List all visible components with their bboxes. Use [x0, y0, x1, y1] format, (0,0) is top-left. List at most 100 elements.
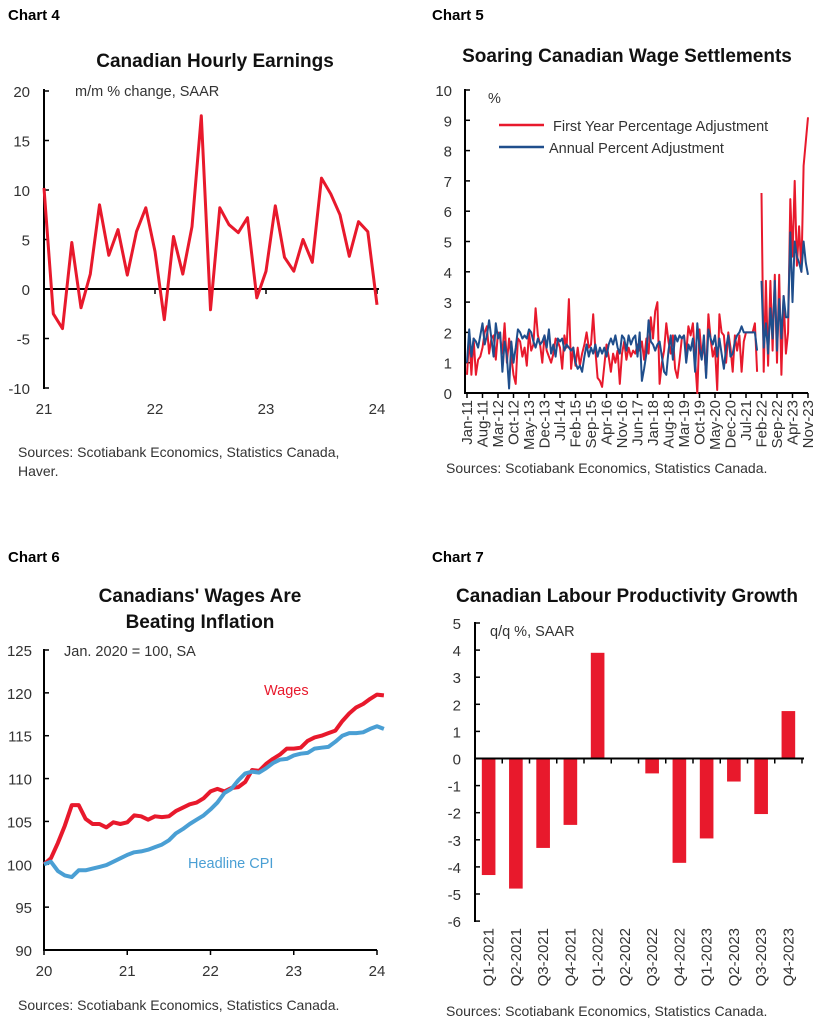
y-tick-label: 8: [444, 144, 452, 161]
x-tick-label: 22: [202, 963, 219, 980]
bar-q3-2023: [754, 758, 768, 815]
x-tick-label: Sep-22: [769, 400, 786, 448]
y-tick-label: 20: [13, 84, 30, 101]
chart-title: Beating Inflation: [126, 612, 275, 633]
x-tick-label: Jul-14: [552, 400, 569, 441]
x-tick-label: Q4-2023: [780, 928, 797, 986]
x-tick-label: Nov-16: [614, 400, 631, 448]
x-tick-label: 24: [369, 401, 386, 418]
y-tick-label: 6: [444, 204, 452, 221]
y-tick-label: 115: [8, 729, 32, 746]
bar-q4-2021: [563, 758, 578, 825]
y-tick-label: 3: [453, 670, 461, 687]
y-tick-label: 90: [15, 943, 32, 960]
x-tick-label: Jul-21: [738, 400, 755, 441]
series-line-hourly-earnings: [42, 114, 379, 331]
x-tick-label: Jan-11: [459, 400, 476, 445]
x-tick-label: Mar-19: [676, 400, 693, 448]
series-label-wages: Wages: [264, 683, 309, 699]
chart-title: Canadians' Wages Are: [99, 586, 302, 607]
x-tick-label: Q3-2021: [535, 928, 552, 986]
y-tick-label: 125: [7, 643, 32, 660]
series-label-headline-cpi: Headline CPI: [188, 856, 273, 872]
y-axis-unit: %: [488, 91, 501, 107]
bar-q4-2023: [781, 711, 796, 759]
y-tick-label: 4: [453, 643, 461, 660]
y-tick-label: 0: [22, 282, 30, 299]
chart-subtitle: q/q %, SAAR: [490, 624, 575, 640]
y-tick-label: -2: [448, 806, 461, 823]
chart-title: Canadian Hourly Earnings: [96, 51, 334, 72]
y-tick-label: 7: [444, 174, 452, 191]
chart-subtitle: Jan. 2020 = 100, SA: [64, 644, 196, 660]
y-tick-label: -1: [448, 779, 461, 796]
y-tick-label: 5: [453, 616, 461, 633]
x-tick-label: Q2-2021: [508, 928, 525, 986]
y-tick-label: 100: [7, 857, 32, 874]
y-tick-label: 120: [7, 686, 32, 703]
x-tick-label: Aug-18: [661, 400, 678, 448]
y-tick-label: 3: [444, 295, 452, 312]
chart-4: Chart 4 Canadian Hourly Earnings m/m % cha…: [8, 7, 385, 479]
x-tick-label: 23: [285, 963, 302, 980]
y-tick-label: 105: [7, 814, 32, 831]
x-tick-label: Oct-12: [506, 400, 523, 445]
y-tick-label: -5: [448, 887, 461, 904]
x-tick-label: May-13: [521, 400, 538, 450]
y-tick-label: 5: [444, 235, 452, 252]
bar-q2-2023: [727, 758, 741, 782]
x-tick-label: Q4-2021: [562, 928, 579, 986]
bar-q4-2022: [672, 758, 687, 863]
x-tick-label: 21: [119, 963, 136, 980]
source-note: Haver.: [18, 463, 58, 479]
x-tick-label: Feb-22: [754, 400, 771, 448]
legend-label: Annual Percent Adjustment: [549, 141, 724, 157]
x-tick-label: 23: [258, 401, 275, 418]
y-tick-label: 2: [453, 697, 461, 714]
y-tick-label: 10: [435, 83, 452, 100]
chart-6: Chart 6 Canadians' Wages Are Beating Infla…: [7, 549, 385, 1013]
y-tick-label: 1: [453, 724, 461, 741]
chart-subtitle: m/m % change, SAAR: [75, 84, 219, 100]
y-tick-label: 9: [444, 113, 452, 130]
chart-5: Chart 5 Soaring Canadian Wage Settlements…: [432, 7, 817, 476]
x-tick-label: Dec-13: [537, 400, 554, 448]
bar-q1-2021: [481, 758, 496, 876]
x-tick-label: 24: [369, 963, 386, 980]
source-note: Sources: Scotiabank Economics, Statistic…: [18, 444, 339, 460]
x-tick-label: Nov-23: [800, 400, 817, 448]
series-line-annual-adjustment: [466, 231, 809, 390]
y-tick-label: 15: [13, 134, 30, 151]
x-tick-label: 21: [36, 401, 53, 418]
y-tick-label: 0: [444, 386, 452, 403]
y-tick-label: -4: [448, 860, 461, 877]
x-tick-label: Q3-2023: [753, 928, 770, 986]
x-tick-label: Mar-12: [490, 400, 507, 448]
x-tick-label: Q2-2022: [617, 928, 634, 986]
x-tick-label: 22: [147, 401, 164, 418]
bar-q1-2023: [699, 758, 714, 839]
x-tick-label: Apr-23: [785, 400, 802, 445]
series-line-headline-cpi: [43, 724, 385, 880]
y-tick-label: -5: [17, 332, 30, 349]
y-tick-label: 110: [8, 772, 32, 789]
x-tick-label: Q4-2022: [671, 928, 688, 986]
chart-label: Chart 5: [432, 7, 484, 24]
source-note: Sources: Scotiabank Economics, Statistic…: [446, 460, 767, 476]
x-tick-label: Feb-15: [568, 400, 585, 448]
bar-q1-2022: [590, 652, 605, 759]
x-tick-label: Oct-19: [692, 400, 709, 445]
series-line-wages: [42, 692, 385, 866]
chart-title: Canadian Labour Productivity Growth: [456, 586, 798, 607]
x-tick-label: Q3-2022: [644, 928, 661, 986]
source-note: Sources: Scotiabank Economics, Statistic…: [18, 997, 339, 1013]
x-tick-label: Aug-11: [475, 400, 492, 447]
bar-q3-2021: [536, 758, 550, 848]
chart-label: Chart 4: [8, 7, 60, 24]
x-tick-label: Jan-18: [645, 400, 662, 446]
bar-q2-2021: [509, 758, 523, 889]
y-tick-label: -6: [448, 914, 461, 931]
source-note: Sources: Scotiabank Economics, Statistic…: [446, 1003, 767, 1019]
bar-q3-2022: [645, 758, 659, 774]
